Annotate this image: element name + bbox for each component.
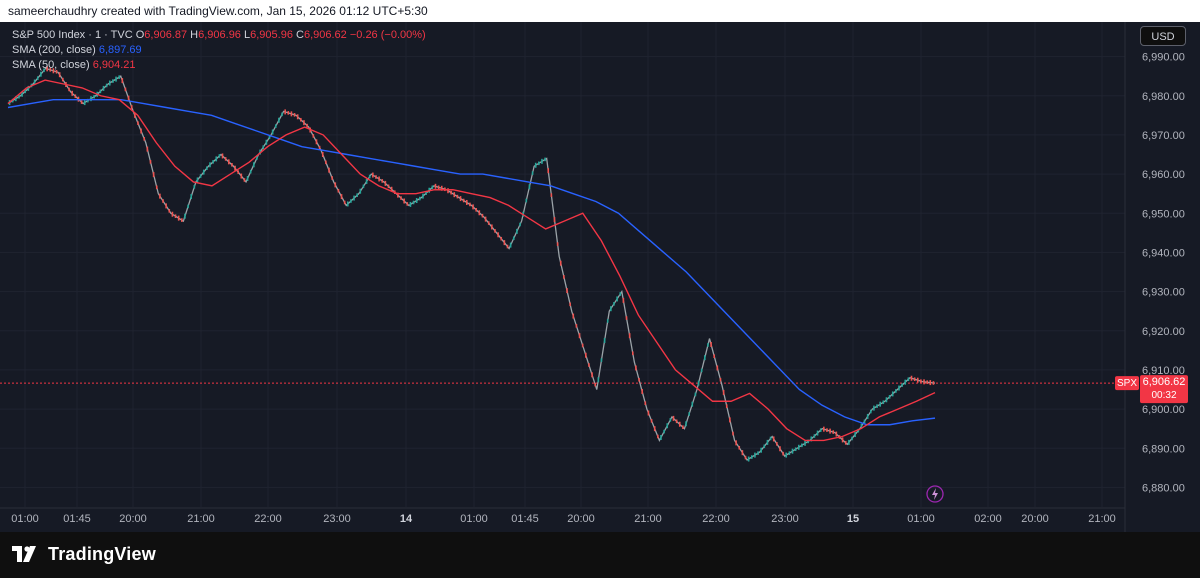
sma50-line	[7, 79, 936, 442]
y-tick-label: 6,910.00	[1142, 365, 1185, 377]
x-tick-label: 21:00	[187, 513, 215, 525]
chart-legend: S&P 500 Index · 1 · TVC O6,906.87 H6,906…	[12, 28, 426, 73]
x-tick-label: 22:00	[254, 513, 282, 525]
time-axis: 01:00 01:45 20:00 21:00 22:00 23:00 14 01:00 01:…	[11, 513, 1116, 525]
legend-sma50-row[interactable]: SMA (50, close) 6,904.21	[12, 58, 426, 73]
price-badge-symbol: SPX	[1117, 378, 1137, 389]
y-tick-label: 6,970.00	[1142, 130, 1185, 142]
price-badge-bg	[1140, 375, 1188, 404]
y-tick-label: 6,960.00	[1142, 169, 1185, 181]
x-tick-label: 14	[400, 513, 413, 525]
price-badge-countdown: 00:32	[1151, 390, 1176, 401]
price-axis: 6,880.00 6,890.00 6,900.00 6,910.00 6,920.00…	[1142, 52, 1185, 495]
legend-ohlc-value: 6,906.87	[144, 29, 188, 41]
bottom-bar	[0, 532, 1200, 578]
legend-symbol-title: S&P 500 Index · 1 · TVC	[12, 29, 133, 41]
legend-symbol-row: S&P 500 Index · 1 · TVC O6,906.87 H6,906…	[12, 28, 426, 43]
y-tick-label: 6,890.00	[1142, 443, 1185, 455]
legend-ohlc-key: L	[240, 29, 251, 41]
x-tick-label: 20:00	[567, 513, 595, 525]
tradingview-logo-icon	[12, 546, 36, 562]
y-tick-label: 6,900.00	[1142, 404, 1185, 416]
x-tick-label: 01:45	[511, 513, 539, 525]
y-tick-label: 6,980.00	[1142, 91, 1185, 103]
x-tick-label: 20:00	[119, 513, 147, 525]
sma200-line	[7, 98, 936, 426]
attribution-bar: sameerchaudhry created with TradingView.…	[0, 0, 1200, 22]
x-tick-label: 22:00	[702, 513, 730, 525]
price-badge: SPX 6,906.62 00:32	[1115, 375, 1188, 404]
x-tick-label: 23:00	[771, 513, 799, 525]
x-tick-label: 01:00	[11, 513, 39, 525]
legend-ohlc-key: O	[135, 29, 145, 41]
legend-sma50-label: SMA (50, close)	[12, 59, 90, 71]
y-tick-label: 6,950.00	[1142, 208, 1185, 220]
legend-sma200-value: 6,897.69	[98, 44, 142, 56]
chart-area[interactable]	[0, 22, 1200, 532]
legend-ohlc-value: 6,905.96	[250, 29, 293, 41]
y-tick-label: 6,920.00	[1142, 326, 1185, 338]
x-tick-label: 15	[847, 513, 859, 525]
price-chart[interactable]: 6,880.00 6,890.00 6,900.00 6,910.00 6,920.00…	[0, 0, 1200, 532]
x-tick-label: 21:00	[634, 513, 662, 525]
legend-ohlc-value: 6,906.62	[303, 29, 347, 41]
legend-ohlc-key: H	[187, 29, 199, 41]
x-tick-label: 21:00	[1088, 513, 1116, 525]
legend-ohlc-value: 6,906.96	[198, 29, 241, 41]
tradingview-logo-text: TradingView	[48, 543, 156, 564]
tradingview-logo[interactable]: TradingView	[12, 543, 156, 565]
price-badge-price: 6,906.62	[1143, 376, 1186, 388]
alert-icon[interactable]	[926, 485, 944, 503]
legend-sma200-label: SMA (200, close)	[12, 44, 96, 56]
y-tick-label: 6,990.00	[1142, 52, 1185, 64]
attribution-text: sameerchaudhry created with TradingView.…	[8, 4, 428, 18]
legend-change: −0.26 (−0.00%)	[349, 29, 426, 41]
x-tick-label: 01:00	[907, 513, 935, 525]
legend-ohlc: O6,906.87 H6,906.96 L6,905.96 C6,906.62	[136, 29, 350, 41]
legend-ohlc-key: C	[292, 29, 304, 41]
price-candles	[8, 66, 935, 462]
price-badge-symbol-bg	[1115, 376, 1139, 391]
y-tick-label: 6,930.00	[1142, 287, 1185, 299]
price-series-line	[7, 67, 936, 461]
x-tick-label: 01:00	[460, 513, 488, 525]
currency-button[interactable]: USD	[1140, 26, 1186, 46]
x-tick-label: 02:00	[974, 513, 1002, 525]
x-tick-label: 01:45	[63, 513, 91, 525]
y-tick-label: 6,940.00	[1142, 247, 1185, 259]
chart-grid	[0, 22, 1125, 507]
y-tick-label: 6,880.00	[1142, 482, 1185, 494]
x-tick-label: 20:00	[1021, 513, 1049, 525]
legend-sma50-value: 6,904.21	[92, 59, 136, 71]
legend-sma200-row[interactable]: SMA (200, close) 6,897.69	[12, 43, 426, 58]
x-tick-label: 23:00	[323, 513, 351, 525]
